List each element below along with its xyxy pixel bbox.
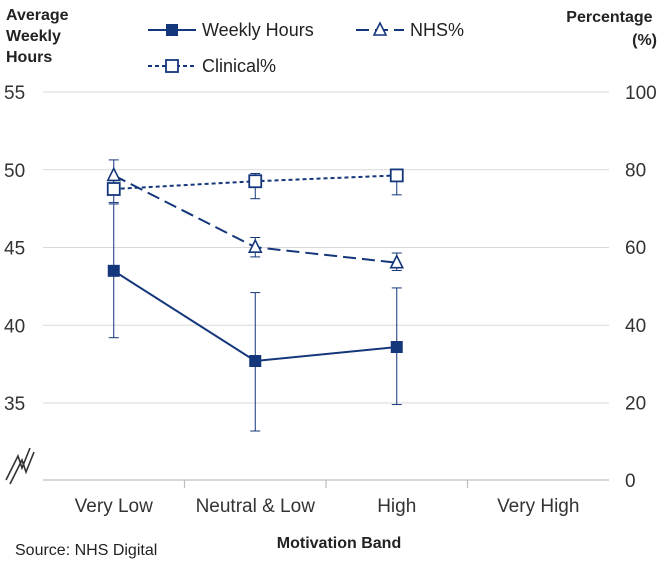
x-axis-title: Motivation Band [277, 535, 401, 552]
left-axis-tick-labels: 35 40 45 50 55 [4, 83, 25, 415]
right-tick-label: 40 [625, 316, 646, 337]
left-tick-label: 45 [4, 239, 25, 260]
left-tick-label: 55 [4, 83, 25, 104]
x-axis-ticks: Very Low Neutral & Low High Very High [75, 480, 579, 517]
data-point [249, 355, 262, 368]
data-point [389, 168, 404, 183]
x-tick-label: Very High [497, 496, 579, 517]
right-axis-title-line-2: (%) [632, 32, 657, 49]
data-point [248, 174, 263, 189]
legend-item: Weekly Hours [148, 20, 314, 40]
left-tick-label: 50 [4, 161, 25, 182]
data-point [389, 253, 405, 269]
legend-label: Weekly Hours [202, 20, 314, 40]
data-point [390, 341, 403, 354]
right-tick-label: 20 [625, 393, 646, 414]
legend: Weekly Hours NHS% Clinical% [148, 20, 464, 76]
data-point [106, 182, 121, 196]
legend-item: Clinical% [148, 56, 276, 76]
x-tick-label: Neutral & Low [196, 496, 316, 517]
data-point [247, 238, 263, 253]
left-axis-title: Average Weekly Hours [6, 7, 73, 66]
series-markers [106, 166, 405, 368]
axis-break-marker [5, 447, 35, 485]
left-axis-title-line-3: Hours [6, 49, 52, 66]
source-note: Source: NHS Digital [15, 542, 157, 559]
right-axis-title: Percentage (%) [566, 9, 657, 49]
right-axis-tick-labels: 0 20 40 60 80 100 [625, 83, 657, 492]
left-tick-label: 40 [4, 316, 25, 337]
right-tick-label: 0 [625, 471, 636, 492]
left-tick-label: 35 [4, 394, 25, 415]
legend-label: Clinical% [202, 56, 276, 76]
legend-item: NHS% [356, 20, 464, 40]
right-axis-title-line-1: Percentage [566, 9, 652, 26]
gridlines [43, 91, 609, 404]
left-axis-title-line-2: Weekly [6, 28, 61, 45]
x-tick-label: Very Low [75, 496, 153, 517]
data-point [106, 166, 122, 182]
right-tick-label: 60 [625, 238, 646, 259]
right-tick-label: 100 [625, 83, 657, 104]
left-axis-title-line-1: Average [6, 7, 69, 24]
data-point [107, 264, 120, 277]
legend-label: NHS% [410, 20, 464, 40]
x-tick-label: High [377, 496, 416, 517]
right-tick-label: 80 [625, 161, 646, 182]
